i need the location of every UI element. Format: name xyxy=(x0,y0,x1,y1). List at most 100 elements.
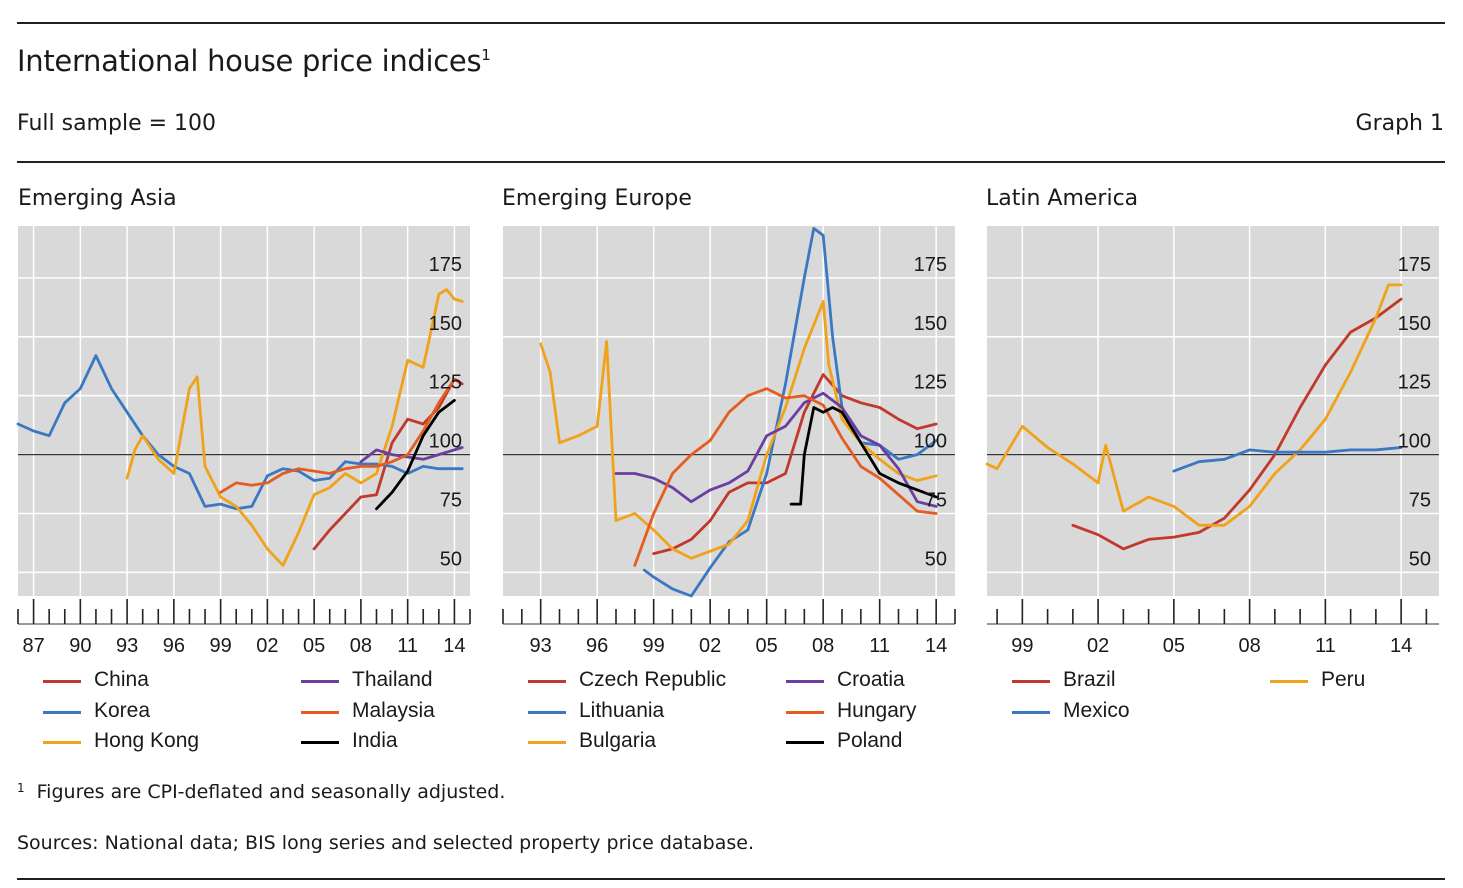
legend-swatch xyxy=(786,710,824,714)
y-tick-label: 50 xyxy=(925,548,947,570)
x-tick-label: 11 xyxy=(869,635,890,657)
x-tick-label: 05 xyxy=(303,635,325,657)
legend-label: Hong Kong xyxy=(94,729,200,752)
y-tick-label: 50 xyxy=(1409,548,1431,570)
x-tick-label: 14 xyxy=(1390,635,1412,657)
legend-label: Czech Republic xyxy=(579,668,727,691)
legend-label: Poland xyxy=(837,729,903,752)
legend-swatch xyxy=(43,741,81,744)
y-tick-label: 75 xyxy=(440,490,462,512)
y-tick-label: 75 xyxy=(925,490,947,512)
header-rule xyxy=(17,161,1445,163)
series-line-brazil xyxy=(1071,297,1403,551)
series-line-malaysia xyxy=(219,377,456,494)
series-line-peru xyxy=(985,283,1403,527)
series-line-czech-republic xyxy=(652,373,938,556)
legend-swatch xyxy=(528,710,566,714)
legend-swatch xyxy=(1012,710,1050,714)
legend-label: Bulgaria xyxy=(579,729,657,752)
legend-label: Malaysia xyxy=(352,698,435,722)
x-tick-label: 93 xyxy=(116,635,138,657)
x-tick-label: 08 xyxy=(812,635,834,657)
plot-area xyxy=(987,226,1439,596)
top-rule xyxy=(17,22,1445,24)
legend-label: Hungary xyxy=(837,698,917,722)
y-tick-label: 125 xyxy=(914,372,947,394)
y-tick-label: 150 xyxy=(914,313,947,335)
x-tick-label: 11 xyxy=(397,635,418,657)
series-line-hungary xyxy=(633,387,938,567)
legend-swatch xyxy=(528,680,566,683)
series-line-mexico xyxy=(1172,446,1403,473)
x-tick-label: 02 xyxy=(699,635,721,657)
y-tick-label: 50 xyxy=(440,548,462,570)
legend-label: Mexico xyxy=(1063,698,1130,722)
title-footnote-mark: 1 xyxy=(481,46,491,64)
series-line-poland xyxy=(789,406,938,506)
legend-label: Korea xyxy=(94,698,151,722)
panel-title-latin-america: Latin America xyxy=(986,186,1139,211)
y-tick-label: 100 xyxy=(914,431,947,453)
legend-swatch xyxy=(301,680,339,683)
x-tick-label: 02 xyxy=(1087,635,1109,657)
plot-area xyxy=(18,226,470,596)
x-tick-label: 99 xyxy=(643,635,665,657)
y-tick-label: 125 xyxy=(429,372,462,394)
x-tick-label: 90 xyxy=(69,635,91,657)
x-tick-label: 02 xyxy=(256,635,278,657)
legend-label: China xyxy=(94,668,149,691)
legend-swatch xyxy=(1270,680,1308,683)
legend-swatch xyxy=(301,710,339,714)
footnote-mark: 1 xyxy=(17,781,25,795)
y-tick-label: 175 xyxy=(914,254,947,276)
series-line-india xyxy=(375,398,456,511)
chart-latin-america: 50 75 100 125 150 175 99 02 05 08 11 14 xyxy=(985,226,1439,657)
y-tick-label: 75 xyxy=(1409,490,1431,512)
x-tick-label: 11 xyxy=(1315,635,1336,657)
legend-label: Lithuania xyxy=(579,698,665,722)
x-tick-label: 96 xyxy=(163,635,185,657)
legend-label: Peru xyxy=(1321,668,1366,691)
legend-label: Croatia xyxy=(837,668,905,691)
x-tick-label: 87 xyxy=(22,635,44,657)
x-tick-label: 93 xyxy=(530,635,552,657)
x-tick-label: 05 xyxy=(756,635,778,657)
y-tick-label: 100 xyxy=(1398,431,1431,453)
panel-title-emerging-asia: Emerging Asia xyxy=(18,186,177,211)
series-line-croatia xyxy=(614,391,938,508)
y-tick-label: 150 xyxy=(429,313,462,335)
y-tick-label: 100 xyxy=(429,431,462,453)
x-tick-label: 08 xyxy=(1238,635,1260,657)
graph-title: International house price indices1 xyxy=(17,44,491,78)
graph-subtitle: Full sample = 100 xyxy=(17,111,217,136)
series-line-thailand xyxy=(359,446,464,464)
series-line-korea xyxy=(16,354,464,511)
legend-swatch xyxy=(786,680,824,683)
sources-note: Sources: National data; BIS long series … xyxy=(17,832,754,854)
x-tick-label: 08 xyxy=(350,635,372,657)
legend-swatch xyxy=(301,741,339,744)
x-tick-label: 99 xyxy=(209,635,231,657)
legend-swatch xyxy=(43,680,81,683)
footnote: 1 Figures are CPI-deflated and seasonally… xyxy=(17,781,506,803)
legend-label: Brazil xyxy=(1063,668,1116,691)
y-tick-label: 175 xyxy=(429,254,462,276)
graph-number: Graph 1 xyxy=(1355,111,1444,136)
series-line-china xyxy=(312,377,464,551)
y-tick-label: 150 xyxy=(1398,313,1431,335)
x-tick-label: 14 xyxy=(443,635,465,657)
legend-swatch xyxy=(528,741,566,744)
legend-label: India xyxy=(352,729,398,752)
panel-title-emerging-europe: Emerging Europe xyxy=(502,186,692,211)
chart-emerging-europe: 50 75 100 125 150 175 93 96 99 02 05 08 11 14 xyxy=(502,226,956,657)
legend-swatch xyxy=(1012,680,1050,683)
x-tick-label: 96 xyxy=(586,635,608,657)
bottom-rule xyxy=(17,878,1445,880)
legend-swatch xyxy=(786,741,824,744)
y-tick-label: 175 xyxy=(1398,254,1431,276)
legend-label: Thailand xyxy=(352,668,433,691)
series-line-hong-kong xyxy=(125,288,464,567)
chart-emerging-asia: 50 75 100 125 150 175 87 90 93 96 99 02 05 08 11 14 xyxy=(16,226,471,657)
x-tick-label: 99 xyxy=(1011,635,1033,657)
legend-swatch xyxy=(43,710,81,714)
